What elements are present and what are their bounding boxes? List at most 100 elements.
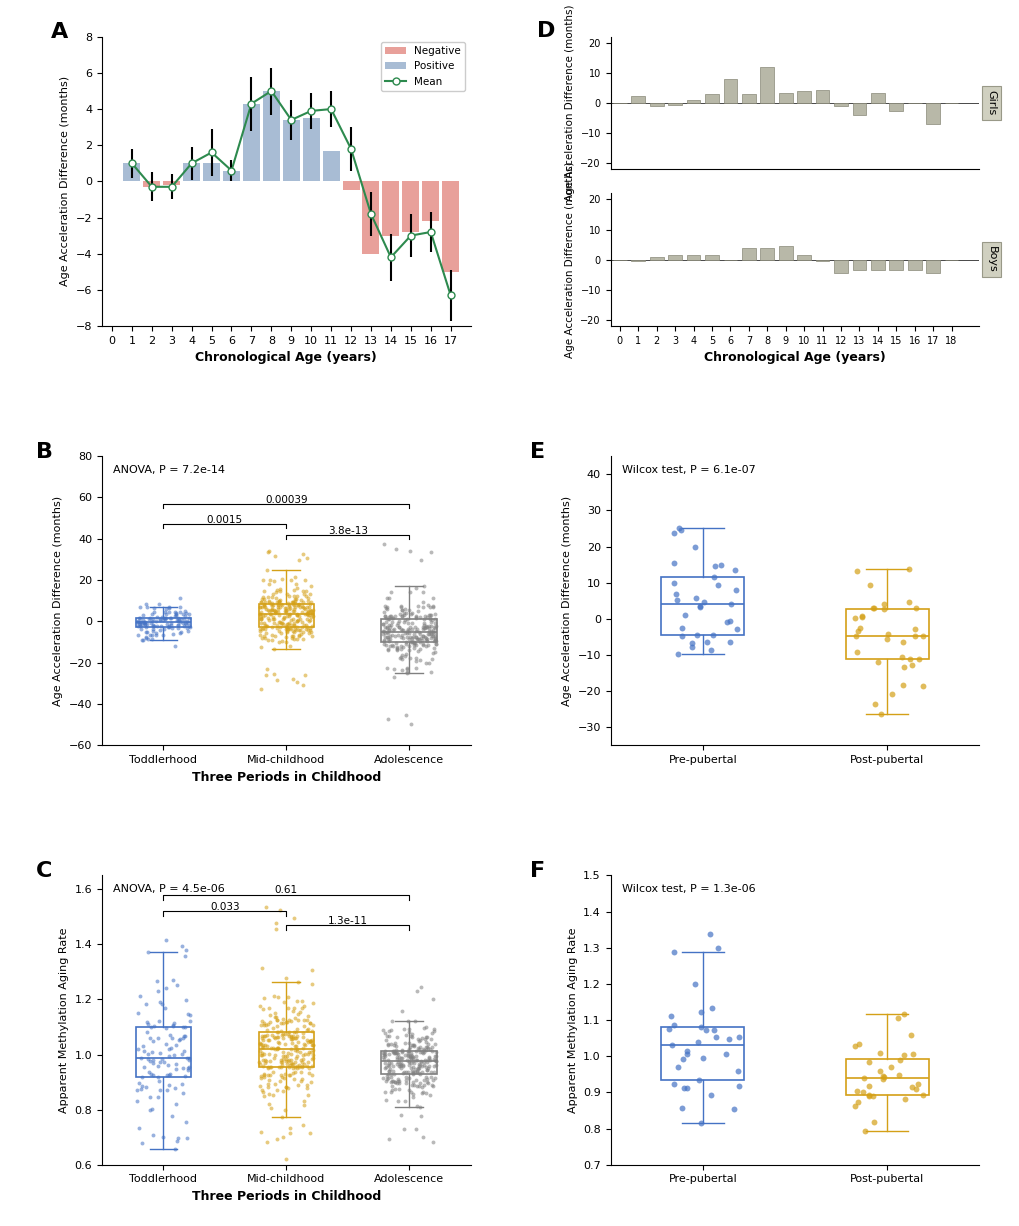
Point <box>415 1052 431 1072</box>
Point <box>171 602 187 622</box>
Point <box>396 646 413 666</box>
Point <box>254 590 270 609</box>
Point <box>275 1068 291 1087</box>
Point <box>275 1009 291 1029</box>
Bar <box>925 260 940 273</box>
Point <box>140 942 156 961</box>
Point <box>393 647 410 667</box>
Point <box>864 598 880 618</box>
Point <box>174 614 191 634</box>
Point <box>417 1051 433 1070</box>
Point <box>405 1035 421 1054</box>
Point <box>271 633 287 652</box>
Point <box>388 615 405 635</box>
Point <box>302 585 318 604</box>
Point <box>411 1063 427 1083</box>
Point <box>281 598 298 618</box>
Point <box>427 625 443 645</box>
Point <box>378 608 394 628</box>
Point <box>669 1057 686 1076</box>
Point <box>894 676 910 695</box>
Point <box>288 1058 305 1078</box>
Point <box>278 601 294 620</box>
Point <box>393 625 410 645</box>
Point <box>265 1038 281 1058</box>
Point <box>285 596 302 615</box>
Point <box>301 1042 317 1062</box>
Point <box>289 1010 306 1030</box>
Point <box>176 1042 193 1062</box>
Point <box>251 1035 267 1054</box>
Point <box>255 587 271 607</box>
Point <box>301 623 317 642</box>
Point <box>278 1054 294 1074</box>
Point <box>251 1052 267 1072</box>
Point <box>286 615 303 635</box>
Point <box>175 609 192 629</box>
Point <box>393 1048 410 1068</box>
Point <box>396 611 413 630</box>
Point <box>423 1030 439 1049</box>
Point <box>406 1011 422 1031</box>
Point <box>384 1010 400 1030</box>
Point <box>378 619 394 639</box>
Point <box>285 907 302 927</box>
Bar <box>704 255 718 260</box>
Point <box>129 612 146 631</box>
Point <box>163 1106 179 1125</box>
Point <box>891 1065 907 1085</box>
Point <box>673 520 689 539</box>
Point <box>260 601 276 620</box>
Point <box>303 617 319 636</box>
Point <box>149 607 165 626</box>
Point <box>268 592 284 612</box>
Point <box>404 1027 420 1047</box>
Point <box>145 1124 161 1144</box>
Point <box>302 1031 318 1051</box>
Point <box>261 542 277 562</box>
Bar <box>362 181 379 254</box>
Point <box>408 622 424 641</box>
Point <box>261 574 277 593</box>
Point <box>304 975 320 994</box>
Point <box>720 1029 737 1048</box>
Point <box>136 1057 152 1076</box>
Point <box>258 1051 274 1070</box>
Point <box>378 1070 394 1090</box>
Point <box>274 1127 290 1146</box>
Point <box>379 1035 395 1054</box>
Point <box>419 631 435 651</box>
Point <box>695 1048 711 1068</box>
Point <box>401 1037 418 1057</box>
Point <box>425 1076 441 1096</box>
Point <box>419 1052 435 1072</box>
Point <box>258 1015 274 1035</box>
Point <box>395 613 412 633</box>
Point <box>391 618 408 638</box>
Point <box>420 615 436 635</box>
Point <box>261 1094 277 1113</box>
Point <box>386 1035 403 1054</box>
Point <box>137 612 153 631</box>
Point <box>397 1073 414 1092</box>
Point <box>396 1045 413 1064</box>
Point <box>399 1043 416 1063</box>
Point <box>129 1003 146 1022</box>
Point <box>256 590 272 609</box>
Point <box>287 1036 304 1056</box>
Point <box>288 1040 305 1059</box>
Point <box>256 1026 272 1046</box>
Point <box>411 1054 427 1074</box>
Point <box>171 612 187 631</box>
Point <box>907 598 923 618</box>
Point <box>166 607 182 626</box>
Point <box>410 1058 426 1078</box>
Point <box>266 547 282 566</box>
Point <box>401 1047 418 1067</box>
Point <box>275 1029 291 1048</box>
Point <box>384 1042 400 1062</box>
Point <box>300 1032 316 1052</box>
Point <box>253 1067 269 1086</box>
Point <box>408 1070 424 1090</box>
Point <box>257 1035 273 1054</box>
